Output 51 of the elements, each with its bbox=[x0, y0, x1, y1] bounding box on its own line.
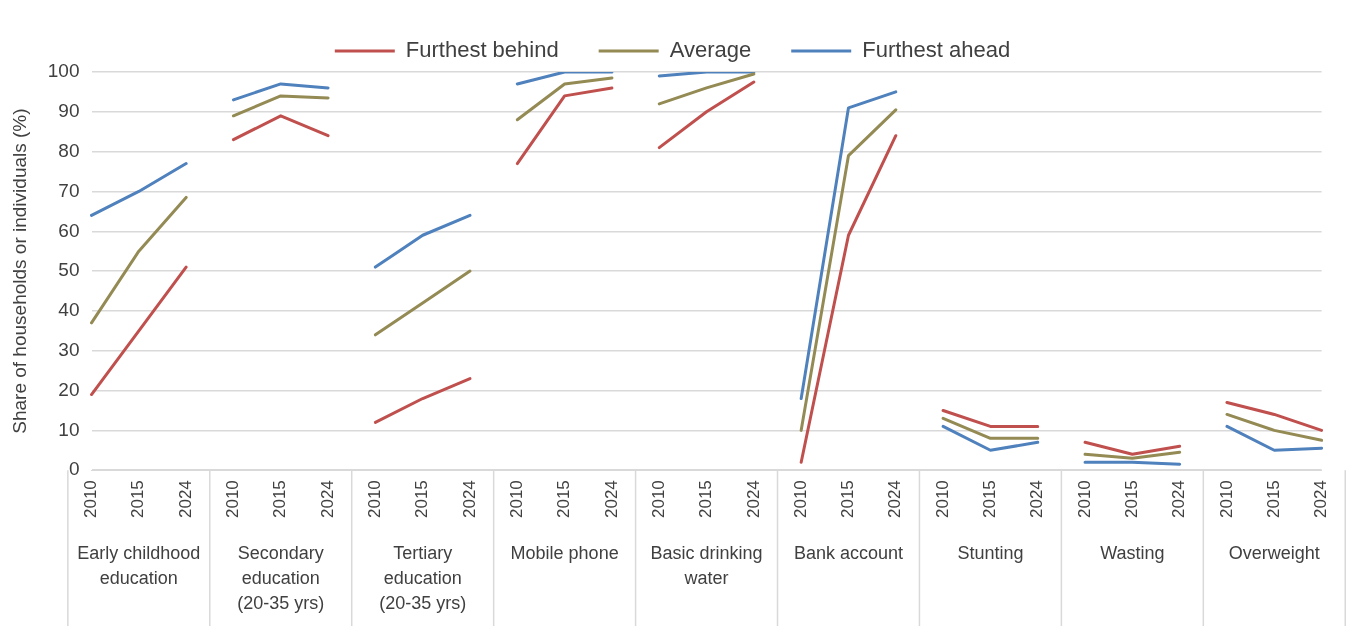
x-tick-label: 2010 bbox=[648, 480, 668, 519]
x-tick-label: 2015 bbox=[412, 480, 432, 519]
x-tick-label: 2024 bbox=[743, 480, 763, 519]
x-tick-label: 2015 bbox=[1122, 480, 1142, 519]
x-tick-label: 2010 bbox=[932, 480, 952, 519]
x-tick-label: 2015 bbox=[980, 480, 1000, 519]
x-tick-label: 2010 bbox=[790, 480, 810, 519]
x-tick-label: 2010 bbox=[365, 480, 385, 519]
x-tick-label: 2015 bbox=[838, 480, 858, 519]
x-tick-label: 2015 bbox=[270, 480, 290, 519]
text: Early childhood education bbox=[77, 542, 201, 588]
x-tick-label: 2010 bbox=[1216, 480, 1236, 519]
x-tick-label: 2015 bbox=[696, 480, 716, 519]
legend-label: Furthest behind bbox=[405, 37, 559, 63]
x-tick-label: 2024 bbox=[459, 480, 479, 519]
text: Mobile phone bbox=[510, 542, 619, 563]
x-tick-label: 2010 bbox=[506, 480, 526, 519]
y-tick-label: 70 bbox=[58, 179, 80, 201]
y-axis-title: Share of households or individuals (%) bbox=[8, 108, 30, 434]
text: Secondary education (20-35 yrs) bbox=[237, 542, 325, 613]
x-tick-label: 2024 bbox=[175, 480, 195, 519]
y-tick-label: 100 bbox=[47, 60, 80, 82]
x-tick-label: 2024 bbox=[885, 480, 905, 519]
x-tick-label: 2010 bbox=[1074, 480, 1094, 519]
text: Stunting bbox=[957, 542, 1024, 563]
y-tick-label: 20 bbox=[58, 378, 80, 400]
y-tick-label: 90 bbox=[58, 100, 80, 122]
y-tick-label: 50 bbox=[58, 259, 80, 281]
y-tick-label: 80 bbox=[58, 139, 80, 161]
y-tick-label: 0 bbox=[68, 458, 80, 480]
y-tick-label: 10 bbox=[58, 418, 80, 440]
y-tick-label: 30 bbox=[58, 338, 80, 360]
text: Tertiary education (20-35 yrs) bbox=[379, 542, 467, 613]
x-tick-label: 2024 bbox=[1027, 480, 1047, 519]
text: Overweight bbox=[1228, 542, 1320, 563]
x-tick-label: 2015 bbox=[128, 480, 148, 519]
y-tick-label: 40 bbox=[58, 299, 80, 321]
x-tick-label: 2010 bbox=[81, 480, 101, 519]
x-tick-label: 2024 bbox=[1311, 480, 1331, 519]
x-tick-label: 2015 bbox=[554, 480, 574, 519]
text: Basic drinking water bbox=[650, 542, 763, 588]
x-tick-label: 2024 bbox=[601, 480, 621, 519]
x-tick-label: 2010 bbox=[223, 480, 243, 519]
x-tick-label: 2024 bbox=[1169, 480, 1189, 519]
text: Bank account bbox=[793, 542, 904, 563]
x-tick-label: 2024 bbox=[317, 480, 337, 519]
legend-label: Furthest ahead bbox=[862, 37, 1011, 63]
x-tick-label: 2015 bbox=[1263, 480, 1283, 519]
legend-label: Average bbox=[669, 37, 752, 63]
text: Wasting bbox=[1100, 542, 1165, 563]
y-tick-label: 60 bbox=[58, 219, 80, 241]
